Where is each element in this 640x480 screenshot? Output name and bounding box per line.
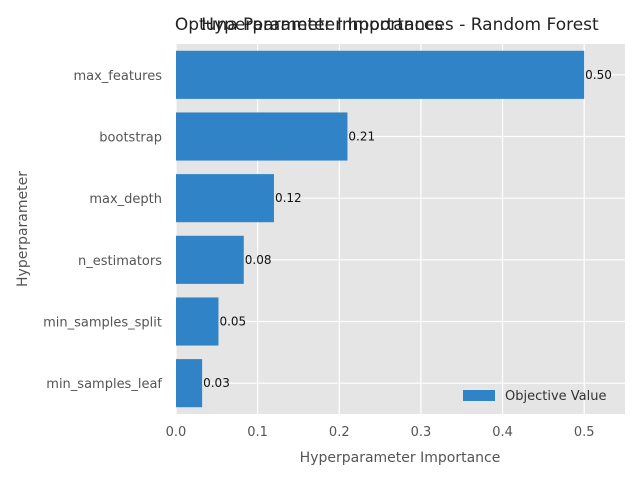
x-tick-label: 0.0 xyxy=(166,425,187,440)
bar-min-samples-split xyxy=(176,297,219,346)
bar-value-label: 0.08 xyxy=(245,253,272,267)
x-tick-label: 0.2 xyxy=(329,425,350,440)
bar-value-label: 0.03 xyxy=(203,376,230,390)
y-ticks: max_features bootstrap max_depth n_estimato… xyxy=(43,69,162,392)
legend-swatch xyxy=(463,390,495,401)
bar-min-samples-leaf xyxy=(176,359,203,408)
bar-max-features xyxy=(176,50,585,99)
bar-value-label: 0.12 xyxy=(275,191,302,205)
y-tick-label: bootstrap xyxy=(99,131,162,146)
plot-area xyxy=(176,44,625,414)
y-axis-label: Hyperparameter xyxy=(15,171,31,287)
y-tick-label: min_samples_leaf xyxy=(46,377,162,392)
bar-value-label: 0.05 xyxy=(219,315,246,329)
y-tick-label: n_estimators xyxy=(78,254,162,269)
chart-title-front: Hyperparameter Importances - Random Fore… xyxy=(201,15,599,35)
x-tick-label: 0.4 xyxy=(492,425,513,440)
y-tick-label: min_samples_split xyxy=(43,316,162,331)
chart-title-back: Optuna Parameter Importances xyxy=(175,15,443,35)
bar-n-estimators xyxy=(176,235,244,284)
x-tick-label: 0.3 xyxy=(411,425,432,440)
legend: Objective Value xyxy=(463,389,606,404)
bar-value-label: 0.21 xyxy=(348,130,375,144)
x-tick-label: 0.5 xyxy=(574,425,595,440)
bar-bootstrap xyxy=(176,112,348,161)
x-axis-label: Hyperparameter Importance xyxy=(300,450,501,466)
legend-label: Objective Value xyxy=(505,389,606,404)
bars: 0.50 0.21 0.12 0.08 0.05 0.03 xyxy=(176,50,612,408)
y-tick-label: max_features xyxy=(73,69,162,84)
y-tick-label: max_depth xyxy=(89,192,162,207)
bar-max-depth xyxy=(176,174,274,223)
x-tick-label: 0.1 xyxy=(247,425,268,440)
bar-value-label: 0.50 xyxy=(585,68,612,82)
x-ticks: 0.0 0.1 0.2 0.3 0.4 0.5 xyxy=(166,425,595,440)
